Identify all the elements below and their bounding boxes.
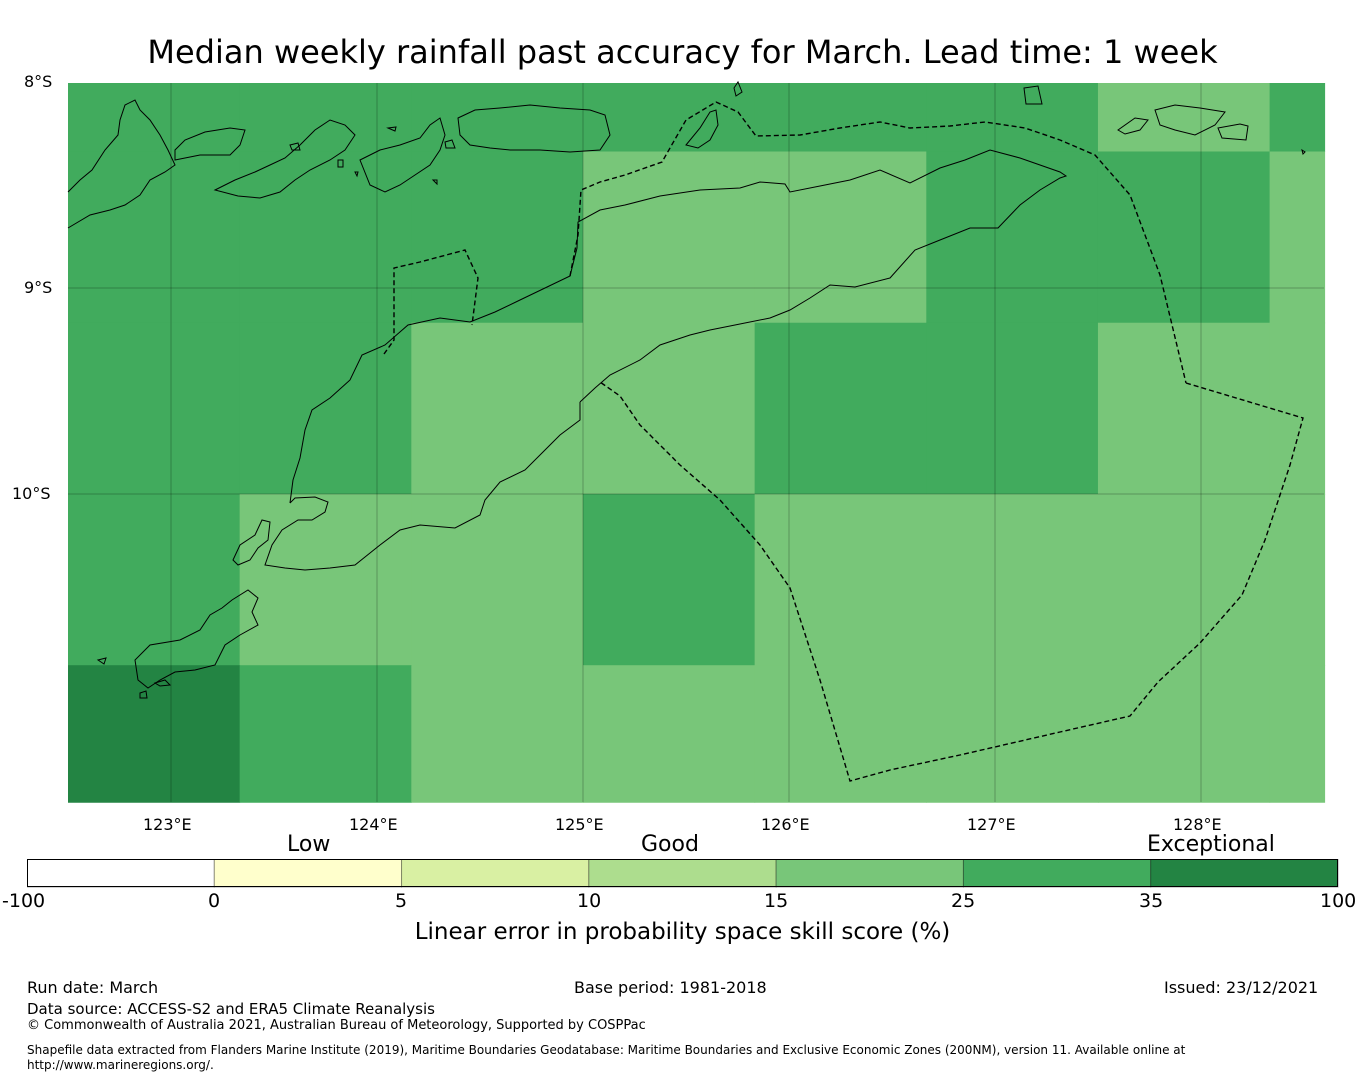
colorbar [27, 859, 1339, 888]
base-period: Base period: 1981-2018 [574, 978, 767, 997]
grid-cell [1097, 151, 1271, 324]
colorbar-swatch [588, 859, 777, 888]
lat-label-10s: 10°S [12, 484, 51, 503]
grid-cell [239, 151, 412, 324]
colorbar-swatch [962, 859, 1152, 888]
colorbar-swatch [27, 859, 215, 888]
oecusse-boundary [383, 249, 479, 355]
grid-cell [1269, 493, 1326, 666]
grid-cell [582, 665, 756, 803]
colorbar-swatch [1150, 859, 1339, 888]
grid-cell [68, 493, 241, 666]
lon-label-125e: 125°E [555, 815, 604, 834]
leti-islands [1117, 117, 1149, 135]
coastlines [67, 80, 1306, 699]
grid-cell [754, 83, 927, 152]
lon-label-123e: 123°E [143, 815, 192, 834]
run-date: Run date: March [27, 978, 159, 997]
shapefile-credit: Shapefile data extracted from Flanders M… [27, 1043, 1186, 1057]
cb-tick-15: 15 [764, 890, 789, 912]
colorbar-swatch [213, 859, 403, 888]
grid-cell [411, 83, 584, 152]
grid-cell [239, 665, 412, 803]
grid-cell [754, 493, 927, 666]
category-good: Good [641, 832, 699, 857]
grid-cell [926, 493, 1099, 666]
grid-cell [1097, 322, 1271, 495]
cb-tick-100: 100 [1320, 890, 1357, 912]
colorbar-swatch [775, 859, 964, 888]
cb-tick-5: 5 [395, 890, 408, 912]
lon-label-128e: 128°E [1173, 815, 1222, 834]
grid-cell [68, 151, 241, 324]
grid-cell [582, 83, 756, 152]
grid-cell [239, 83, 412, 152]
flores-coast [67, 99, 176, 229]
grid-cell [926, 151, 1099, 324]
data-source: Data source: ACCESS-S2 and ERA5 Climate … [27, 1000, 435, 1018]
cb-tick-10: 10 [577, 890, 602, 912]
alor-island [174, 127, 246, 161]
grid-cell [926, 322, 1099, 495]
issued-date: Issued: 23/12/2021 [1164, 978, 1319, 997]
lon-label-124e: 124°E [349, 815, 398, 834]
grid-cell [1269, 83, 1326, 152]
grid-cell [926, 665, 1099, 803]
lon-label-127e: 127°E [967, 815, 1016, 834]
grid-cell [68, 665, 241, 803]
grid-cell [1269, 151, 1326, 324]
wetar-island [359, 117, 446, 193]
rote-island [232, 519, 271, 566]
grid-cell [239, 322, 412, 495]
lon-label-126e: 126°E [761, 815, 810, 834]
grid-cell [582, 151, 756, 324]
lat-label-9s: 9°S [24, 278, 53, 297]
grid-cell [1269, 322, 1326, 495]
category-exceptional: Exceptional [1147, 832, 1275, 857]
moa-island [1154, 104, 1226, 136]
grid-cell [1097, 83, 1271, 152]
grid-cell [754, 151, 927, 324]
grid-cell [411, 665, 584, 803]
grid-cell [926, 83, 1099, 152]
timor-south-coast [264, 402, 581, 571]
copyright: © Commonwealth of Australia 2021, Austra… [27, 1018, 646, 1033]
lat-label-8s: 8°S [24, 72, 53, 91]
grid-cell [411, 322, 584, 495]
grid-cell [411, 151, 584, 324]
grid-cell [582, 322, 756, 495]
grid-cell [582, 493, 756, 666]
shapefile-url: http://www.marineregions.org/. [27, 1058, 214, 1072]
grid-cell [411, 493, 584, 666]
north-eez-boundary [569, 101, 1187, 384]
grid-cell [754, 322, 927, 495]
timor-north-coast [289, 149, 1068, 504]
grid-cell [1097, 493, 1271, 666]
colorbar-swatch [401, 859, 590, 888]
atauro-island [457, 104, 611, 153]
cb-tick-m100: -100 [2, 890, 46, 912]
savu-island [134, 589, 259, 689]
cb-tick-35: 35 [1139, 890, 1164, 912]
colorbar-label: Linear error in probability space skill … [414, 919, 951, 945]
kisar-island [685, 109, 719, 149]
maritime-boundaries [383, 101, 1304, 782]
grid-cell [754, 665, 927, 803]
cb-tick-0: 0 [208, 890, 221, 912]
grid-cell [68, 83, 241, 152]
grid-cell [1269, 665, 1326, 803]
cb-tick-25: 25 [951, 890, 976, 912]
graticule [68, 83, 1324, 802]
grid-cell [239, 493, 412, 666]
lakor-island [1217, 123, 1249, 141]
skill-grid [68, 83, 1326, 803]
grid-cell [68, 322, 241, 495]
chart-title: Median weekly rainfall past accuracy for… [147, 33, 1218, 71]
south-eez-boundary [599, 381, 1304, 782]
grid-cell [1097, 665, 1271, 803]
pantar-island [213, 119, 356, 199]
category-low: Low [287, 832, 331, 857]
